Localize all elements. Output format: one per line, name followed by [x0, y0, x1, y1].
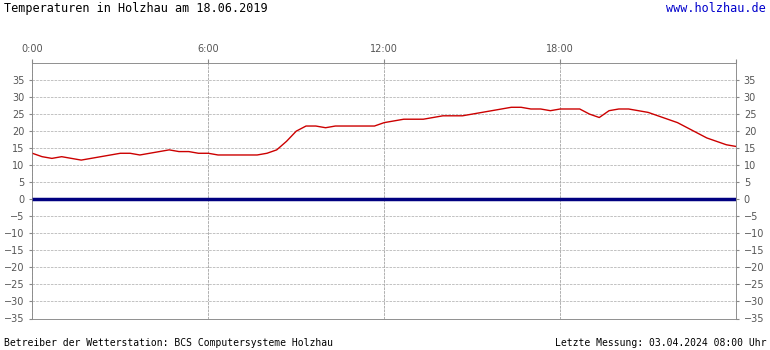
Text: Betreiber der Wetterstation: BCS Computersysteme Holzhau: Betreiber der Wetterstation: BCS Compute…	[4, 338, 333, 348]
Text: www.holzhau.de: www.holzhau.de	[666, 2, 766, 15]
Text: Letzte Messung: 03.04.2024 08:00 Uhr: Letzte Messung: 03.04.2024 08:00 Uhr	[554, 338, 766, 348]
Text: Temperaturen in Holzhau am 18.06.2019: Temperaturen in Holzhau am 18.06.2019	[4, 2, 267, 15]
